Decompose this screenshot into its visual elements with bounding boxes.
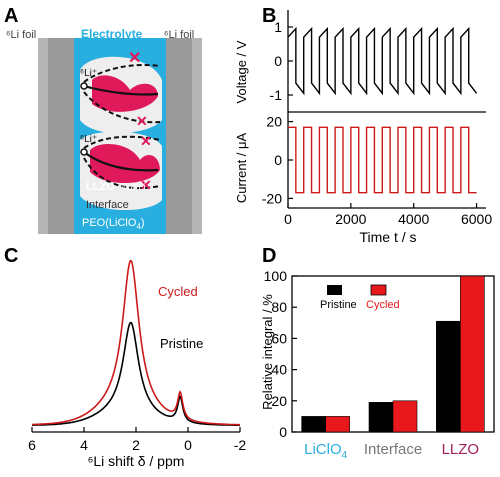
y-tick-label: -20 — [262, 190, 282, 206]
x-tick-label: -2 — [234, 437, 247, 453]
x-tick-label: 2000 — [335, 211, 366, 227]
nmr-shift-axis-label: ⁶Li shift δ / ppm — [88, 453, 185, 469]
li-ion-label-bottom: ⁶Li⁺ — [80, 134, 97, 145]
panel-b-chart: 10-1 200-200 2000 4000 6000 Voltage / V Cur… — [234, 10, 492, 245]
bar-pristine — [436, 320, 461, 433]
current-series-line — [288, 126, 477, 194]
llzo-particle-bottom — [90, 144, 160, 184]
legend-pristine-bar: Pristine — [320, 299, 357, 311]
legend-cycled: Cycled — [158, 284, 198, 299]
relative-integral-axis-label: Relative integral / % — [260, 294, 275, 410]
interface-label: Interface — [86, 199, 129, 211]
x-tick-label: 6 — [28, 437, 36, 453]
x-tick-label: 4000 — [398, 211, 429, 227]
electrolyte-label: Electrolyte — [81, 27, 143, 41]
legend-swatch-pristine — [327, 285, 342, 295]
y-tick-label: 1 — [274, 19, 282, 35]
panel-a-schematic: ✕ ✕ ✕ ✕ ⁶Li foil Electrolyte ⁶Li foil ⁶L… — [6, 27, 202, 234]
li-ion-label-top: ⁶Li⁺ — [80, 68, 97, 79]
peo-label: PEO(LiClO4) — [82, 217, 145, 231]
block-mark: ✕ — [136, 113, 148, 129]
panel-label-d: D — [262, 245, 276, 267]
panel-label-c: C — [4, 245, 18, 267]
y-tick-label: 60 — [271, 330, 287, 346]
x-tick-label: 0 — [284, 211, 292, 227]
y-tick-label: 100 — [264, 268, 288, 284]
isotope-exchange-label: ⁶Li/⁷Li — [122, 182, 145, 192]
panel-c-chart: 6 4 2 0 -2 Cycled Pristine ⁶Li shift δ / ppm — [28, 259, 247, 469]
block-mark: ✕ — [140, 133, 152, 149]
x-category-label: LiClO4 — [304, 441, 348, 461]
x-category-label: LLZO — [442, 441, 480, 458]
y-tick-label: -1 — [270, 87, 283, 103]
left-foil-label: ⁶Li foil — [6, 29, 36, 41]
voltage-plot: 1 0 -1 — [270, 10, 478, 112]
llzo-label: LLZO — [86, 181, 115, 193]
time-axis-label: Time t / s — [359, 229, 416, 245]
y-tick-label: 0 — [274, 53, 282, 69]
legend-pristine: Pristine — [160, 336, 203, 351]
y-tick-label: 20 — [271, 393, 287, 409]
y-tick-label: 0 — [279, 424, 287, 440]
panel-label-b: B — [262, 5, 276, 27]
bar-cycled — [325, 416, 350, 433]
panel-label-a: A — [4, 5, 18, 27]
legend-cycled-bar: Cycled — [366, 299, 400, 311]
y-tick-label: 20 — [266, 114, 282, 130]
nmr-spectrum-cycled — [32, 259, 240, 426]
x-tick-label: 2 — [132, 437, 140, 453]
x-category-label: Interface — [364, 441, 422, 458]
nmr-spectrum-pristine — [31, 321, 240, 427]
bar-cycled — [460, 275, 485, 433]
bar-pristine — [301, 416, 326, 433]
current-axis-label: Current / μA — [234, 133, 249, 204]
legend-swatch-cycled — [370, 284, 387, 296]
x-tick-label: 0 — [184, 437, 192, 453]
block-mark: ✕ — [140, 177, 152, 193]
current-plot: 200-200 2000 4000 6000 — [262, 111, 492, 227]
voltage-series-line — [287, 26, 478, 96]
x-tick-label: 6000 — [461, 211, 492, 227]
block-mark: ✕ — [128, 50, 141, 67]
voltage-axis-label: Voltage / V — [234, 40, 249, 103]
right-foil-label: ⁶Li foil — [164, 29, 194, 41]
y-tick-label: 80 — [271, 299, 287, 315]
bar-cycled — [392, 400, 418, 433]
y-tick-label: 40 — [271, 362, 287, 378]
panel-d-chart: 0 20 40 60 80 100 LiClO4 Interface LLZO Relative… — [260, 268, 495, 461]
x-tick-label: 4 — [80, 437, 88, 453]
y-tick-label: 0 — [274, 152, 282, 168]
bar-pristine — [368, 402, 394, 433]
